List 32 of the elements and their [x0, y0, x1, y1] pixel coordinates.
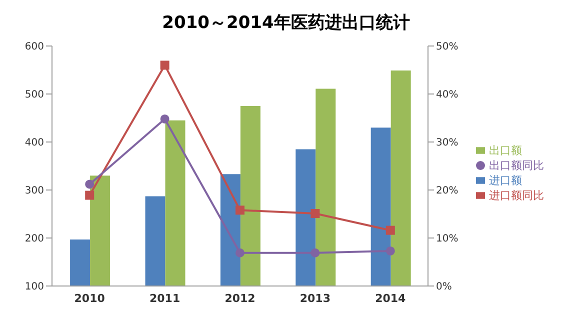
point [236, 248, 244, 258]
y-tick-label: 100 [24, 282, 44, 293]
y2-tick-label: 30% [436, 138, 458, 149]
y-tick-label: 200 [24, 234, 44, 245]
x-tick-label: 2013 [300, 292, 331, 305]
legend-label: 进口额 [489, 174, 522, 187]
y2-tick-label: 20% [436, 186, 458, 197]
point [160, 114, 170, 124]
point [85, 180, 94, 189]
point [160, 60, 170, 70]
y2-tick-label: 40% [436, 90, 458, 101]
point [386, 246, 395, 256]
point [310, 209, 320, 218]
y2-tick-label: 50% [436, 42, 458, 53]
y-tick-label: 600 [24, 42, 44, 53]
y2-tick-label: 10% [436, 234, 458, 245]
legend-label: 出口额同比 [489, 159, 544, 172]
x-tick-label: 2010 [74, 292, 106, 305]
point [236, 206, 244, 215]
chart-title: 2010～2014年医药进出口统计 [161, 12, 411, 35]
x-tick-label: 2012 [224, 292, 256, 305]
y-tick-label: 400 [24, 138, 44, 149]
x-tick-label: 2014 [375, 292, 406, 305]
legend-label: 进口额同比 [489, 189, 544, 202]
point [310, 248, 320, 258]
y-tick-label: 300 [24, 186, 44, 197]
point [386, 226, 395, 235]
x-tick-label: 2011 [149, 292, 180, 305]
y2-tick-label: 0% [436, 282, 452, 293]
point [85, 190, 94, 200]
y-tick-label: 500 [24, 90, 44, 101]
legend-label: 出口额 [489, 144, 522, 157]
